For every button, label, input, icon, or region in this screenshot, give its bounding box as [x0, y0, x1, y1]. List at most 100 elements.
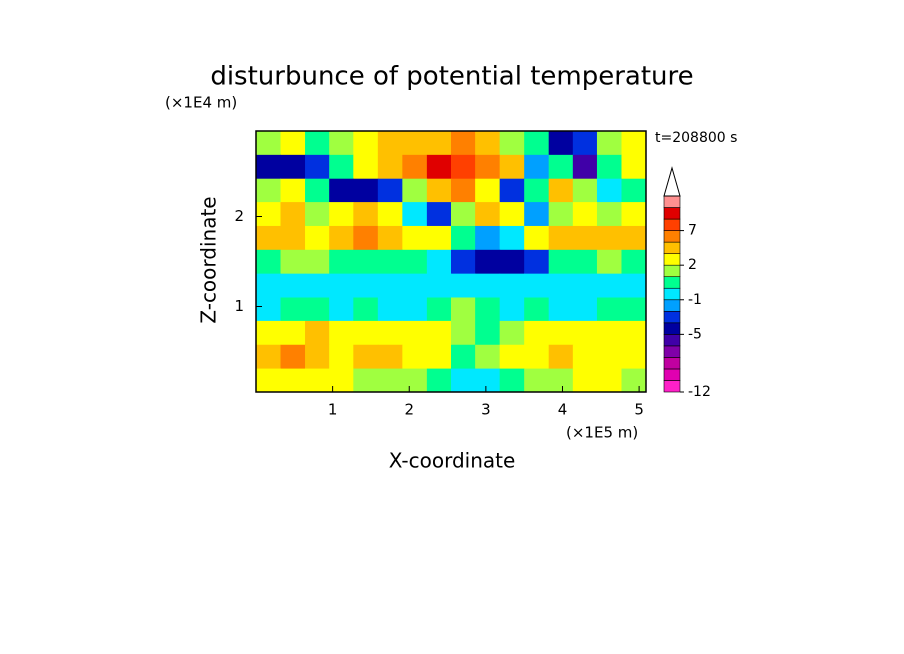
field-cell [621, 202, 647, 227]
field-cell [280, 225, 306, 251]
field-cell [305, 320, 330, 346]
field-cell [353, 344, 379, 370]
field-cell [548, 368, 574, 393]
field-cell [353, 154, 379, 180]
field-cell [280, 154, 306, 180]
field-cell [353, 131, 379, 156]
field-cell [475, 225, 501, 251]
field-cell [548, 249, 574, 275]
field-cell [524, 297, 550, 322]
colorbar-band [663, 264, 681, 278]
field-cell [621, 344, 647, 370]
field-cell [377, 320, 403, 346]
field-cell [402, 297, 428, 322]
field-cell [305, 273, 330, 298]
field-cell [353, 202, 379, 227]
field-cell [548, 320, 574, 346]
field-cell [329, 297, 354, 322]
field-cell [353, 320, 379, 346]
colorbar-band [663, 207, 681, 220]
colorbar-label: 2 [688, 257, 697, 273]
plot-frame [255, 130, 647, 393]
field-cell [524, 249, 550, 275]
field-cell [572, 202, 598, 227]
x-axis-label: X-coordinate [389, 449, 516, 473]
field-cell [621, 154, 647, 180]
field-cell [524, 178, 550, 203]
x-unit: (×1E5 m) [566, 424, 638, 442]
field-cell [572, 225, 598, 251]
field-cell [451, 344, 476, 370]
field-cell [402, 131, 428, 156]
field-cell [256, 273, 282, 298]
field-cell [377, 131, 403, 156]
field-cell [621, 249, 647, 275]
field-cell [596, 344, 622, 370]
field-cell [524, 131, 550, 156]
field-cell [280, 273, 306, 298]
field-cell [280, 131, 306, 156]
field-cell [426, 368, 452, 393]
field-cell [621, 225, 647, 251]
colorbar-band [663, 380, 681, 393]
field-cell [621, 178, 647, 203]
field-cell [596, 249, 622, 275]
field-cell [353, 368, 379, 393]
colorbar-label: 7 [688, 223, 697, 239]
field-cell [524, 273, 550, 298]
field-cell [596, 202, 622, 227]
field-cell [280, 249, 306, 275]
field-cell [475, 344, 501, 370]
field-cell [548, 131, 574, 156]
field-cell [499, 225, 525, 251]
colorbar-band [663, 345, 681, 358]
field-cell [305, 154, 330, 180]
field-cell [280, 202, 306, 227]
field-cell [256, 225, 282, 251]
field-cell [305, 297, 330, 322]
field-cell [305, 368, 330, 393]
colorbar-band [663, 299, 681, 312]
field-cell [475, 131, 501, 156]
field-cell [572, 273, 598, 298]
field-cell [499, 202, 525, 227]
field-cell [596, 368, 622, 393]
field-cell [402, 225, 428, 251]
field-cell [305, 344, 330, 370]
field-cell [451, 178, 476, 203]
field-cell [280, 178, 306, 203]
field-cell [475, 297, 501, 322]
field-cell [499, 368, 525, 393]
field-cell [475, 154, 501, 180]
colorbar-band [663, 334, 681, 347]
colorbar-band [663, 322, 681, 335]
field-cell [475, 178, 501, 203]
y-unit: (×1E4 m) [165, 94, 237, 112]
field-cell [402, 344, 428, 370]
field-cell [475, 249, 501, 275]
field-cell [305, 178, 330, 203]
field-cell [621, 131, 647, 156]
field-cell [256, 249, 282, 275]
field-cell [353, 225, 379, 251]
field-cell [329, 320, 354, 346]
field-cell [426, 131, 452, 156]
field-cell [305, 249, 330, 275]
field-cell [524, 368, 550, 393]
field-cell [329, 202, 354, 227]
field-cell [377, 273, 403, 298]
colorbar-band [663, 253, 681, 266]
field-cell [548, 202, 574, 227]
field-cell [280, 297, 306, 322]
colorbar-band [663, 276, 681, 289]
colorbar-band [663, 368, 681, 381]
field-cell [499, 249, 525, 275]
field-cell [256, 344, 282, 370]
field-cell [329, 131, 354, 156]
field-cell [572, 131, 598, 156]
field-cell [451, 131, 476, 156]
field-cell [475, 202, 501, 227]
field-cell [524, 154, 550, 180]
field-cell [402, 202, 428, 227]
